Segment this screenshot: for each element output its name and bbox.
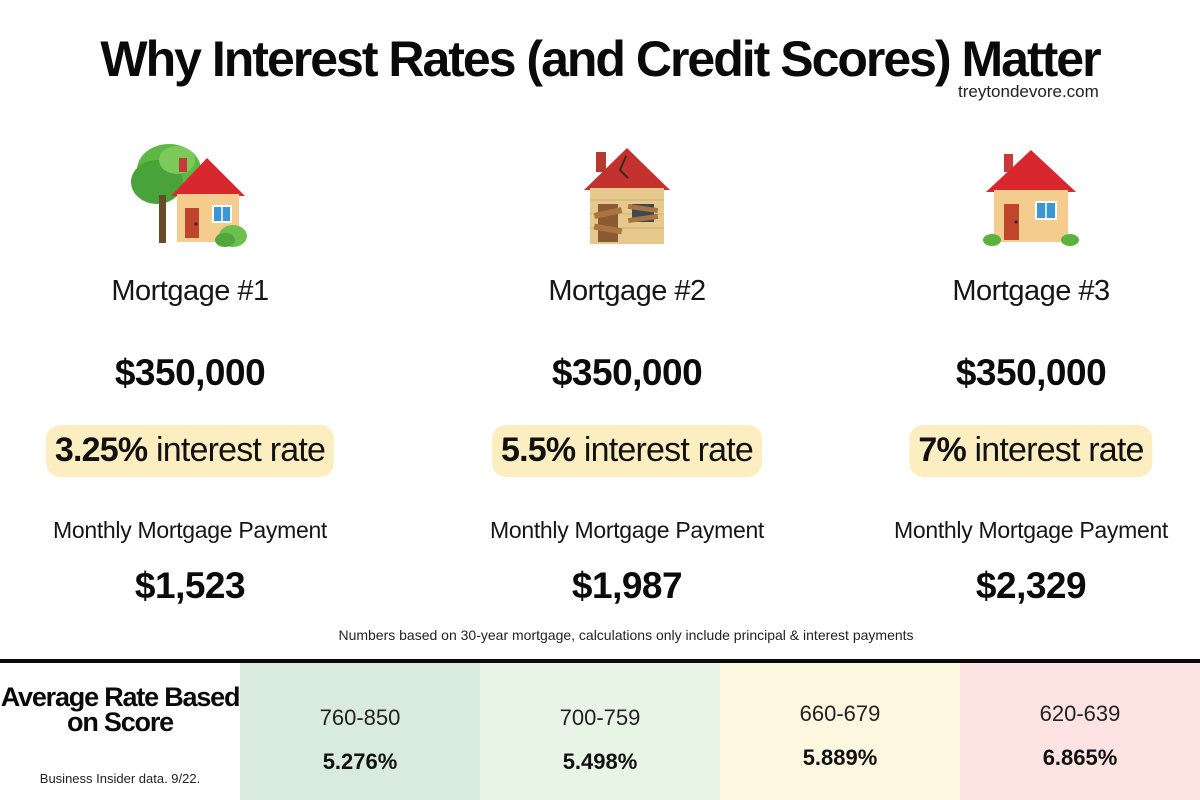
interest-rate-badge: 5.5% interest rate (491, 425, 763, 477)
mortgage-name: Mortgage #1 (111, 275, 269, 307)
divider (0, 659, 1200, 663)
site-url: treytondevore.com (958, 82, 1099, 101)
mortgage-card-3: Mortgage #3 $350,000 7% interest rate Mo… (835, 0, 1200, 640)
derelict-house-icon (584, 148, 670, 244)
interest-rate-value: 7% (918, 431, 966, 469)
house-with-garden-icon (131, 144, 247, 247)
interest-rate-suffix: interest rate (147, 431, 326, 469)
monthly-payment: $1,523 (134, 565, 246, 606)
interest-rate-value: 3.25% (54, 431, 148, 469)
score-range: 620-639 (1039, 701, 1121, 726)
footnote: Numbers based on 30-year mortgage, calcu… (338, 627, 914, 643)
score-tier-620-639: 620-639 6.865% (960, 663, 1200, 800)
score-tier-700-759: 700-759 5.498% (480, 663, 720, 800)
mortgage-name: Mortgage #3 (952, 275, 1110, 307)
payment-label: Monthly Mortgage Payment (52, 517, 328, 543)
payment-label: Monthly Mortgage Payment (489, 517, 765, 543)
average-rate: 5.276% (322, 749, 398, 774)
monthly-payment: $2,329 (975, 565, 1087, 606)
interest-rate-badge: 3.25% interest rate (45, 425, 335, 477)
score-range: 760-850 (319, 705, 401, 730)
score-tier-660-679: 660-679 5.889% (720, 663, 960, 800)
interest-rate-value: 5.5% (500, 431, 576, 469)
score-table-title: Average Rate Based on Score (0, 682, 241, 737)
house-icon (983, 150, 1079, 246)
mortgage-amount: $350,000 (114, 352, 266, 393)
interest-rate-badge: 7% interest rate (909, 425, 1153, 477)
average-rate: 6.865% (1042, 745, 1118, 770)
score-tier-760-850: 760-850 5.276% (240, 663, 480, 800)
mortgage-card-1: Mortgage #1 $350,000 3.25% interest rate… (0, 0, 400, 640)
page-title: Why Interest Rates (and Credit Scores) M… (100, 31, 1101, 87)
interest-rate-suffix: interest rate (575, 431, 754, 469)
mortgage-name: Mortgage #2 (548, 275, 706, 307)
credit-score-table: Average Rate Based on Score Business Ins… (0, 663, 1200, 800)
mortgage-amount: $350,000 (551, 352, 703, 393)
monthly-payment: $1,987 (571, 565, 683, 606)
interest-rate-suffix: interest rate (965, 431, 1145, 469)
average-rate: 5.889% (802, 745, 878, 770)
mortgage-amount: $350,000 (955, 352, 1107, 393)
mortgage-card-2: Mortgage #2 $350,000 5.5% interest rate … (427, 0, 827, 640)
score-table-legend: Average Rate Based on Score Business Ins… (0, 663, 240, 800)
score-table-source: Business Insider data. 9/22. (39, 771, 201, 786)
average-rate: 5.498% (562, 749, 638, 774)
score-range: 660-679 (799, 701, 881, 726)
payment-label: Monthly Mortgage Payment (893, 517, 1169, 543)
score-range: 700-759 (559, 705, 641, 730)
